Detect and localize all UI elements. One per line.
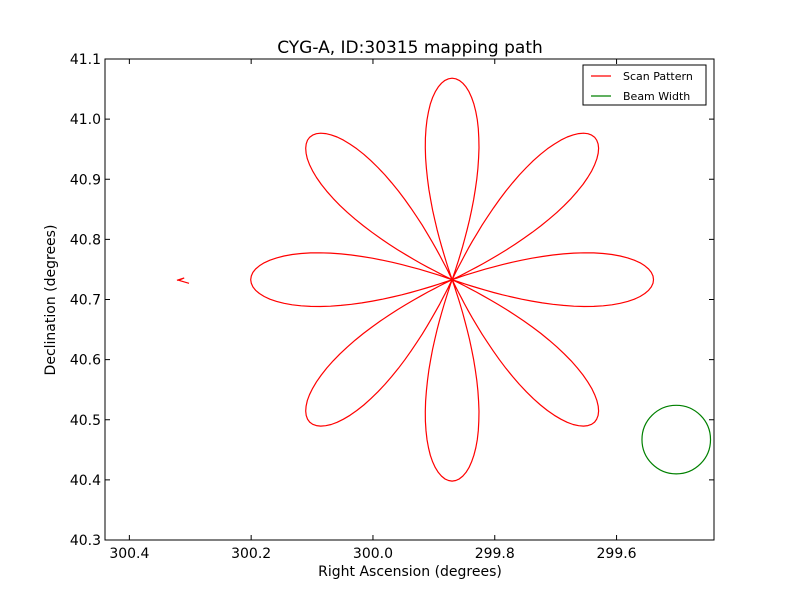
- y-tick-label: 40.6: [70, 353, 101, 369]
- x-tick-label: 299.8: [475, 546, 515, 562]
- x-tick-label: 299.6: [597, 546, 637, 562]
- y-tick-label: 41.0: [70, 112, 101, 128]
- x-tick-label: 300.4: [109, 546, 149, 562]
- legend-label-scan-pattern: Scan Pattern: [623, 70, 693, 83]
- x-tick-label: 300.0: [353, 546, 393, 562]
- x-axis-label: Right Ascension (degrees): [318, 564, 502, 580]
- y-tick-label: 40.7: [70, 293, 101, 309]
- y-tick-label: 40.3: [70, 533, 101, 549]
- chart-title: CYG-A, ID:30315 mapping path: [277, 38, 543, 58]
- y-tick-label: 41.1: [70, 52, 101, 68]
- y-tick-label: 40.4: [70, 473, 101, 489]
- x-tick-label: 300.2: [231, 546, 271, 562]
- legend: Scan Pattern Beam Width: [582, 64, 707, 106]
- scan-pattern-tail: [176, 277, 190, 284]
- legend-box: [582, 64, 707, 106]
- y-tick-label: 40.8: [70, 232, 101, 248]
- y-tick-label: 40.9: [70, 172, 101, 188]
- legend-label-beam-width: Beam Width: [623, 90, 690, 103]
- beam-width-circle: [641, 404, 712, 475]
- y-axis-ticks: 40.3 40.4 40.5 40.6 40.7 40.8 40.9 41.0 41.1: [70, 52, 714, 549]
- y-tick-label: 40.5: [70, 413, 101, 429]
- scan-pattern-line: [250, 77, 655, 482]
- x-axis-ticks: 300.4 300.2 300.0 299.8 299.6: [109, 59, 637, 562]
- y-axis-label: Declination (degrees): [43, 225, 59, 376]
- plot-content: [176, 77, 712, 482]
